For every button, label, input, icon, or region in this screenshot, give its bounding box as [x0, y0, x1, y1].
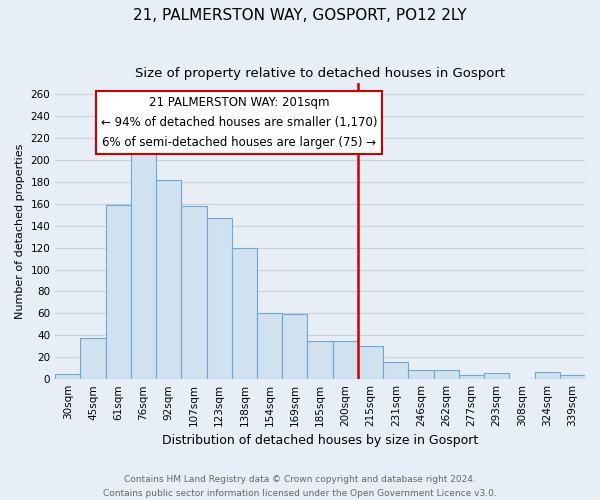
Bar: [80, 338, 106, 379]
Bar: [282, 314, 307, 379]
Bar: [459, 375, 484, 379]
Bar: [383, 362, 409, 379]
Bar: [181, 206, 206, 379]
Bar: [106, 205, 131, 379]
Bar: [484, 372, 509, 379]
Text: 21, PALMERSTON WAY, GOSPORT, PO12 2LY: 21, PALMERSTON WAY, GOSPORT, PO12 2LY: [133, 8, 467, 22]
Text: Contains HM Land Registry data © Crown copyright and database right 2024.
Contai: Contains HM Land Registry data © Crown c…: [103, 476, 497, 498]
Y-axis label: Number of detached properties: Number of detached properties: [15, 144, 25, 319]
Text: 21 PALMERSTON WAY: 201sqm
← 94% of detached houses are smaller (1,170)
6% of sem: 21 PALMERSTON WAY: 201sqm ← 94% of detac…: [101, 96, 377, 149]
Bar: [535, 372, 560, 379]
Bar: [307, 341, 332, 379]
Title: Size of property relative to detached houses in Gosport: Size of property relative to detached ho…: [135, 68, 505, 80]
Bar: [257, 314, 282, 379]
Bar: [232, 248, 257, 379]
Bar: [55, 374, 80, 379]
X-axis label: Distribution of detached houses by size in Gosport: Distribution of detached houses by size …: [162, 434, 478, 448]
Bar: [560, 375, 585, 379]
Bar: [156, 180, 181, 379]
Bar: [358, 346, 383, 379]
Bar: [206, 218, 232, 379]
Bar: [434, 370, 459, 379]
Bar: [131, 140, 156, 379]
Bar: [332, 341, 358, 379]
Bar: [409, 370, 434, 379]
